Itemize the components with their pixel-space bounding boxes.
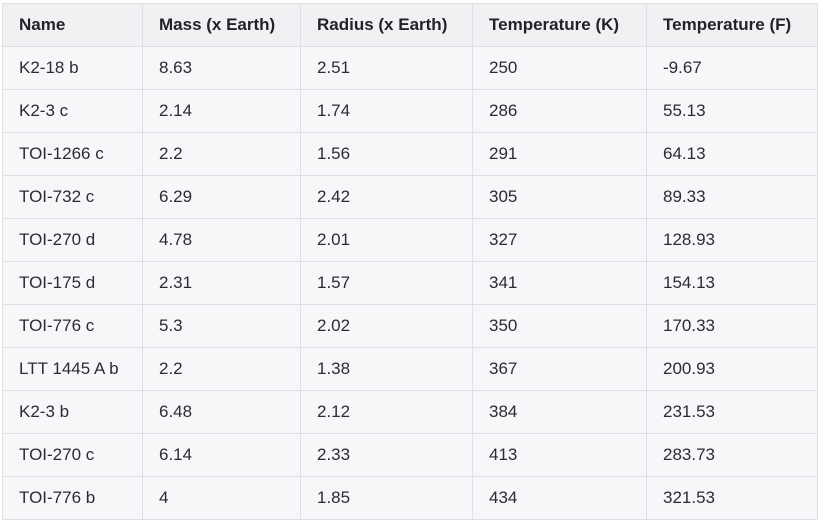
- table-cell: 170.33: [646, 304, 818, 348]
- table-cell: 154.13: [646, 261, 818, 305]
- table-container: Name Mass (x Earth) Radius (x Earth) Temper…: [2, 3, 818, 520]
- table-cell: 6.29: [142, 175, 301, 219]
- table-cell: 2.2: [142, 347, 301, 391]
- table-row: TOI-776 c 5.3 2.02 350 170.33: [2, 304, 818, 348]
- header-row: Name Mass (x Earth) Radius (x Earth) Temper…: [2, 3, 818, 47]
- table-cell: TOI-270 c: [2, 433, 143, 477]
- table-cell: TOI-1266 c: [2, 132, 143, 176]
- table-cell: 1.85: [300, 476, 473, 520]
- table-row: LTT 1445 A b 2.2 1.38 367 200.93: [2, 347, 818, 391]
- table-cell: 4.78: [142, 218, 301, 262]
- table-row: TOI-1266 c 2.2 1.56 291 64.13: [2, 132, 818, 176]
- table-body: K2-18 b 8.63 2.51 250 -9.67 K2-3 c 2.14 1.74 286…: [2, 46, 818, 520]
- table-cell: 1.38: [300, 347, 473, 391]
- table-cell: 6.14: [142, 433, 301, 477]
- table-cell: 283.73: [646, 433, 818, 477]
- table-cell: 1.74: [300, 89, 473, 133]
- table-cell: 231.53: [646, 390, 818, 434]
- table-cell: 350: [472, 304, 647, 348]
- table-cell: 384: [472, 390, 647, 434]
- table-cell: 55.13: [646, 89, 818, 133]
- table-cell: 1.56: [300, 132, 473, 176]
- column-header: Temperature (F): [646, 3, 818, 47]
- table-cell: 128.93: [646, 218, 818, 262]
- column-header: Temperature (K): [472, 3, 647, 47]
- column-header: Mass (x Earth): [142, 3, 301, 47]
- table-cell: 2.31: [142, 261, 301, 305]
- table-cell: 305: [472, 175, 647, 219]
- table-cell: 2.02: [300, 304, 473, 348]
- table-row: TOI-776 b 4 1.85 434 321.53: [2, 476, 818, 520]
- table-cell: 2.42: [300, 175, 473, 219]
- table-cell: 89.33: [646, 175, 818, 219]
- table-cell: 434: [472, 476, 647, 520]
- table-cell: TOI-175 d: [2, 261, 143, 305]
- table-row: TOI-270 c 6.14 2.33 413 283.73: [2, 433, 818, 477]
- table-row: TOI-732 c 6.29 2.42 305 89.33: [2, 175, 818, 219]
- table-cell: TOI-776 b: [2, 476, 143, 520]
- table-cell: -9.67: [646, 46, 818, 90]
- table-cell: 286: [472, 89, 647, 133]
- table-cell: 413: [472, 433, 647, 477]
- table-cell: TOI-776 c: [2, 304, 143, 348]
- table-cell: K2-3 b: [2, 390, 143, 434]
- table-cell: 4: [142, 476, 301, 520]
- table-cell: K2-18 b: [2, 46, 143, 90]
- table-cell: 1.57: [300, 261, 473, 305]
- table-row: K2-3 c 2.14 1.74 286 55.13: [2, 89, 818, 133]
- data-table: Name Mass (x Earth) Radius (x Earth) Temper…: [2, 3, 818, 520]
- table-cell: 250: [472, 46, 647, 90]
- table-row: K2-18 b 8.63 2.51 250 -9.67: [2, 46, 818, 90]
- table-cell: 341: [472, 261, 647, 305]
- table-cell: 327: [472, 218, 647, 262]
- table-row: TOI-270 d 4.78 2.01 327 128.93: [2, 218, 818, 262]
- table-cell: 2.14: [142, 89, 301, 133]
- column-header: Name: [2, 3, 143, 47]
- table-cell: TOI-732 c: [2, 175, 143, 219]
- table-cell: 5.3: [142, 304, 301, 348]
- table-cell: 2.33: [300, 433, 473, 477]
- table-cell: 367: [472, 347, 647, 391]
- table-cell: 6.48: [142, 390, 301, 434]
- column-header: Radius (x Earth): [300, 3, 473, 47]
- table-cell: 8.63: [142, 46, 301, 90]
- table-cell: 291: [472, 132, 647, 176]
- table-cell: 321.53: [646, 476, 818, 520]
- table-row: K2-3 b 6.48 2.12 384 231.53: [2, 390, 818, 434]
- table-cell: K2-3 c: [2, 89, 143, 133]
- table-cell: 2.12: [300, 390, 473, 434]
- table-cell: 200.93: [646, 347, 818, 391]
- table-cell: 64.13: [646, 132, 818, 176]
- table-cell: 2.51: [300, 46, 473, 90]
- table-cell: 2.01: [300, 218, 473, 262]
- table-cell: LTT 1445 A b: [2, 347, 143, 391]
- table-cell: 2.2: [142, 132, 301, 176]
- table-cell: TOI-270 d: [2, 218, 143, 262]
- table-row: TOI-175 d 2.31 1.57 341 154.13: [2, 261, 818, 305]
